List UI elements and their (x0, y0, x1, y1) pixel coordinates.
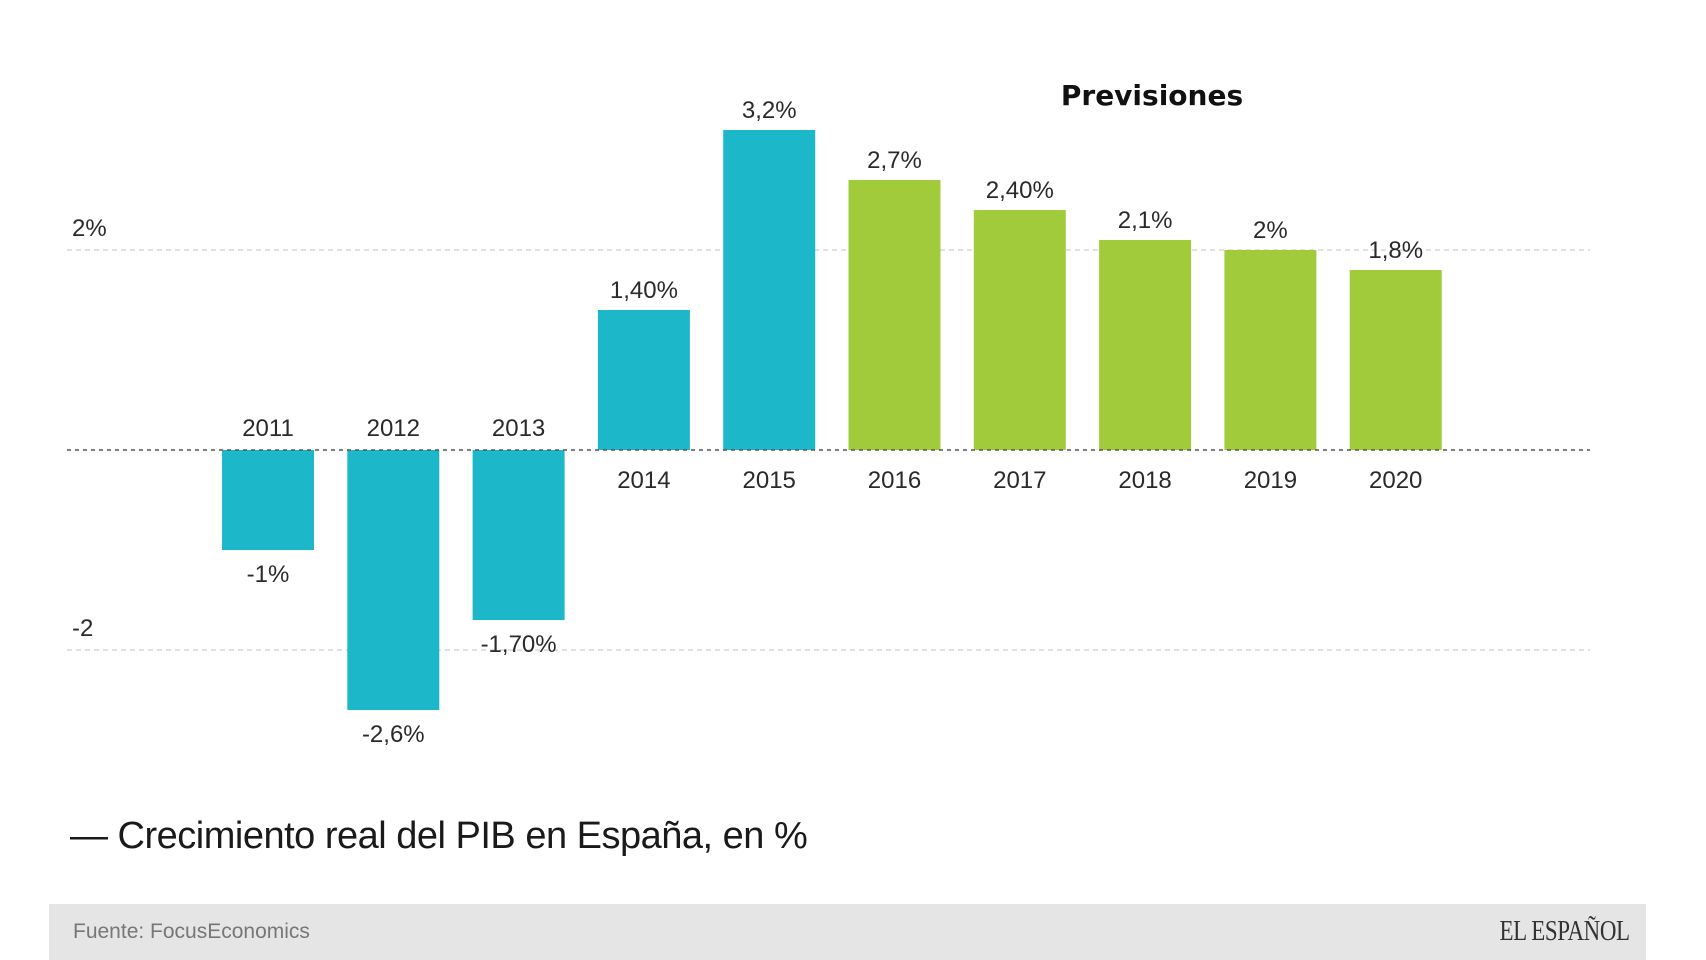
value-label: 1,8% (1368, 237, 1423, 264)
bar-chart: 2% -2 -1% 2011 -2,6% 2012 -1,70% 2013 1,40% 2014 3… (67, 79, 1590, 748)
bar-2019 (1224, 250, 1317, 450)
bar-2016 (848, 180, 941, 450)
value-label: 3,2% (742, 97, 797, 124)
bar-2014 (597, 310, 690, 450)
source-text: Fuente: FocusEconomics (73, 920, 310, 943)
x-tick-label: 2011 (242, 415, 294, 442)
value-label: 2,1% (1118, 207, 1173, 234)
bar-2015 (723, 130, 816, 450)
forecast-annotation: Previsiones (1061, 79, 1243, 112)
bar-2013 (472, 450, 565, 620)
x-tick-label: 2013 (492, 415, 545, 442)
x-tick-label: 2020 (1369, 467, 1422, 494)
bar-2012 (347, 450, 440, 710)
bar-2011 (222, 450, 314, 550)
x-tick-label: 2015 (743, 467, 796, 494)
y-tick-label: -2 (72, 615, 93, 642)
value-label: 2,40% (986, 177, 1054, 204)
bar-2017 (973, 210, 1066, 450)
footer-bar: Fuente: FocusEconomics EL ESPAÑOL (49, 904, 1646, 960)
y-tick-label: 2% (72, 215, 107, 242)
x-tick-label: 2014 (617, 467, 670, 494)
x-tick-label: 2016 (868, 467, 921, 494)
x-tick-label: 2018 (1118, 467, 1171, 494)
x-tick-label: 2012 (367, 415, 420, 442)
value-label: 2,7% (867, 147, 922, 174)
publisher-logo: EL ESPAÑOL (1499, 916, 1630, 947)
value-label: 2% (1253, 217, 1288, 244)
x-tick-label: 2019 (1244, 467, 1297, 494)
value-label: -1,70% (481, 631, 557, 658)
value-label: -2,6% (362, 721, 425, 748)
x-tick-label: 2017 (993, 467, 1046, 494)
value-label: 1,40% (610, 277, 678, 304)
bar-2018 (1099, 240, 1192, 450)
chart-title: — Crecimiento real del PIB en España, en… (70, 815, 808, 857)
bar-2020 (1349, 270, 1442, 450)
value-label: -1% (247, 561, 290, 588)
